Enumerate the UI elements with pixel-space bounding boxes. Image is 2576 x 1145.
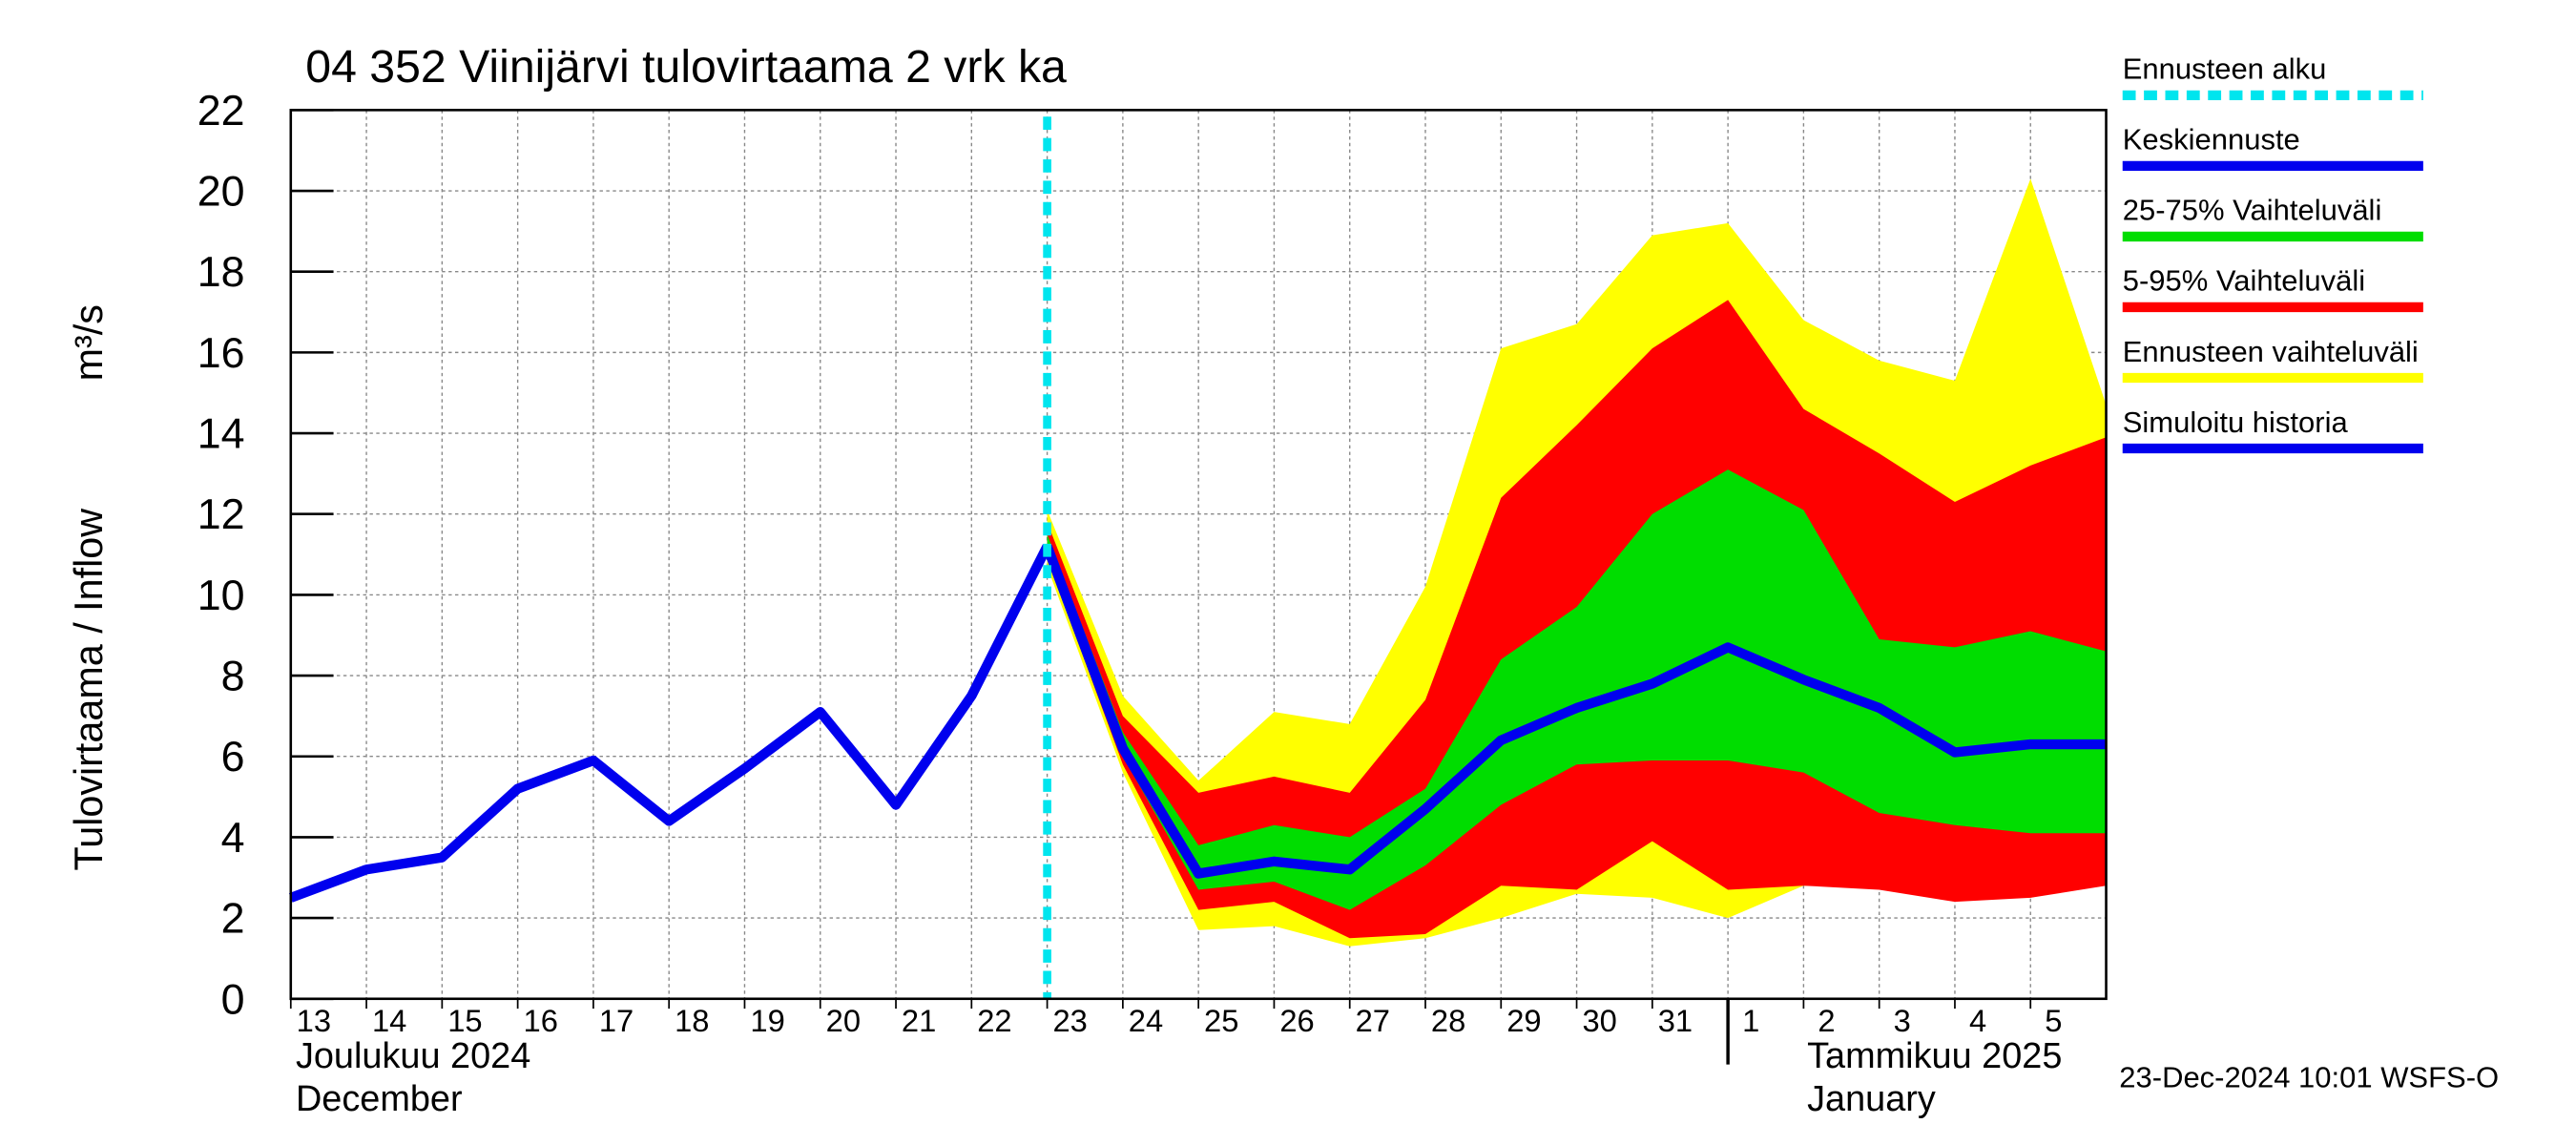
y-tick-label: 20	[197, 168, 245, 216]
y-tick-label: 22	[197, 87, 245, 135]
y-tick-label: 12	[197, 490, 245, 538]
y-tick-label: 14	[197, 410, 245, 458]
legend-label: Ennusteen vaihteluväli	[2123, 335, 2419, 368]
x-tick-label: 20	[826, 1003, 861, 1038]
line	[1042, 544, 2107, 879]
line	[288, 544, 1052, 903]
x-tick-label: 27	[1356, 1003, 1390, 1038]
month-label: January	[1807, 1079, 1936, 1119]
x-tick-label: 30	[1582, 1003, 1616, 1038]
x-tick-label: 1	[1742, 1003, 1759, 1038]
band-area	[1047, 469, 2107, 910]
y-tick-label: 16	[197, 329, 245, 377]
x-tick-label: 18	[675, 1003, 709, 1038]
x-tick-label: 16	[524, 1003, 558, 1038]
legend-label: Keskiennuste	[2123, 123, 2300, 156]
y-tick-label: 18	[197, 248, 245, 296]
month-label: December	[296, 1079, 463, 1119]
y-axis-unit: m³/s	[67, 304, 111, 381]
y-tick-label: 4	[221, 814, 245, 862]
y-tick-label: 2	[221, 895, 245, 943]
x-tick-label: 28	[1431, 1003, 1465, 1038]
chart-title: 04 352 Viinijärvi tulovirtaama 2 vrk ka	[305, 41, 1067, 93]
y-tick-label: 0	[221, 975, 245, 1023]
legend-label: Ennusteen alku	[2123, 52, 2327, 86]
y-axis-label: Tulovirtaama / Inflow	[67, 509, 111, 871]
legend-label: Simuloitu historia	[2123, 406, 2349, 439]
x-tick-label: 13	[297, 1003, 331, 1038]
legend-label: 5-95% Vaihteluväli	[2123, 264, 2365, 298]
x-tick-label: 2	[1818, 1003, 1835, 1038]
legend-label: 25-75% Vaihteluväli	[2123, 194, 2382, 227]
x-tick-label: 14	[372, 1003, 406, 1038]
x-tick-label: 3	[1894, 1003, 1911, 1038]
x-tick-label: 26	[1279, 1003, 1314, 1038]
y-tick-label: 10	[197, 572, 245, 619]
x-tick-label: 29	[1506, 1003, 1541, 1038]
footer: 23-Dec-2024 10:01 WSFS-O	[2119, 1061, 2499, 1094]
month-label: Joulukuu 2024	[296, 1036, 530, 1076]
y-tick-label: 6	[221, 733, 245, 781]
x-tick-label: 24	[1129, 1003, 1163, 1038]
x-tick-label: 5	[2045, 1003, 2062, 1038]
x-tick-label: 17	[599, 1003, 634, 1038]
x-tick-label: 4	[1969, 1003, 1986, 1038]
month-label: Tammikuu 2025	[1807, 1036, 2062, 1076]
plot-frame	[289, 109, 2108, 1001]
x-tick-label: 19	[750, 1003, 784, 1038]
x-tick-label: 31	[1658, 1003, 1693, 1038]
x-tick-label: 22	[977, 1003, 1011, 1038]
y-tick-label: 8	[221, 653, 245, 700]
x-tick-label: 23	[1053, 1003, 1088, 1038]
x-tick-label: 25	[1204, 1003, 1238, 1038]
x-tick-label: 15	[447, 1003, 482, 1038]
x-tick-label: 21	[902, 1003, 936, 1038]
